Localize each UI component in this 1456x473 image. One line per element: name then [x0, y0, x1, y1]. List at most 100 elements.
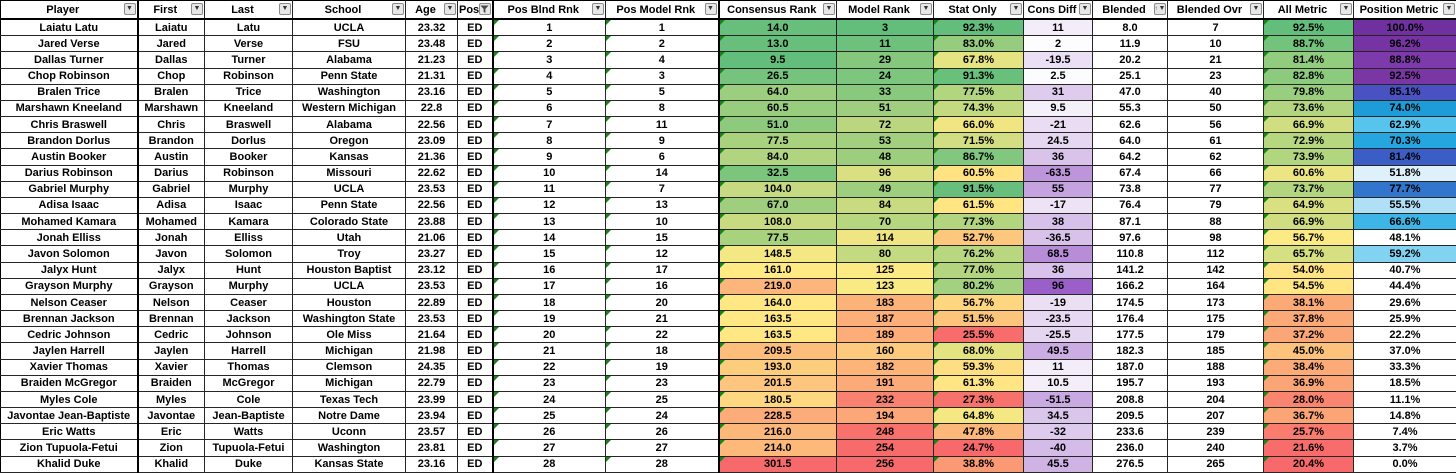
- filter-dropdown-icon[interactable]: ▼: [592, 3, 604, 15]
- cell-pos_model_rnk[interactable]: 8: [605, 99, 719, 118]
- cell-player[interactable]: Cedric Johnson: [0, 326, 138, 344]
- cell-all_metric[interactable]: 81.4%: [1263, 51, 1354, 69]
- cell-school[interactable]: UCLA: [292, 18, 406, 37]
- cell-consensus_rank[interactable]: 163.5: [717, 310, 837, 328]
- cell-position_metric[interactable]: 70.3%: [1353, 132, 1456, 150]
- cell-pos_blnd_rnk[interactable]: 1: [491, 18, 606, 37]
- cell-position_metric[interactable]: 11.1%: [1353, 390, 1456, 409]
- cell-position_metric[interactable]: 22.2%: [1353, 326, 1456, 344]
- cell-cons_diff[interactable]: 9.5: [1023, 99, 1093, 118]
- cell-age[interactable]: 22.89: [405, 293, 458, 312]
- cell-blended[interactable]: 236.0: [1092, 439, 1168, 457]
- filter-dropdown-icon[interactable]: ▼: [1079, 3, 1091, 15]
- cell-pos_blnd_rnk[interactable]: 3: [491, 51, 606, 69]
- cell-school[interactable]: Washington: [292, 83, 406, 101]
- cell-player[interactable]: Javontae Jean-Baptiste: [0, 407, 138, 425]
- cell-pos[interactable]: ED: [457, 99, 493, 118]
- cell-all_metric[interactable]: 20.4%: [1263, 455, 1354, 473]
- cell-position_metric[interactable]: 33.3%: [1353, 358, 1456, 376]
- cell-stat_only[interactable]: 64.8%: [933, 407, 1024, 425]
- cell-pos_blnd_rnk[interactable]: 5: [491, 83, 606, 101]
- cell-pos_blnd_rnk[interactable]: 11: [491, 180, 606, 198]
- cell-pos[interactable]: ED: [457, 213, 493, 231]
- cell-blended[interactable]: 11.9: [1092, 35, 1168, 53]
- cell-consensus_rank[interactable]: 209.5: [717, 342, 837, 360]
- cell-pos_model_rnk[interactable]: 27: [605, 439, 719, 457]
- cell-first[interactable]: Grayson: [136, 277, 205, 295]
- cell-blended_ovr[interactable]: 207: [1167, 407, 1264, 425]
- cell-last[interactable]: Kamara: [204, 213, 293, 231]
- cell-age[interactable]: 21.23: [405, 51, 458, 69]
- cell-consensus_rank[interactable]: 301.5: [717, 455, 837, 473]
- cell-pos[interactable]: ED: [457, 439, 493, 457]
- cell-school[interactable]: Colorado State: [292, 213, 406, 231]
- cell-blended[interactable]: 55.3: [1092, 99, 1168, 118]
- cell-stat_only[interactable]: 71.5%: [933, 132, 1024, 150]
- cell-pos_blnd_rnk[interactable]: 19: [491, 310, 606, 328]
- cell-pos_blnd_rnk[interactable]: 15: [491, 245, 606, 263]
- cell-pos[interactable]: ED: [457, 342, 493, 360]
- cell-consensus_rank[interactable]: 161.0: [717, 261, 837, 279]
- cell-blended_ovr[interactable]: 88: [1167, 213, 1264, 231]
- cell-model_rank[interactable]: 160: [836, 342, 934, 360]
- cell-blended_ovr[interactable]: 193: [1167, 374, 1264, 392]
- cell-model_rank[interactable]: 80: [836, 245, 934, 263]
- cell-first[interactable]: Darius: [136, 164, 205, 182]
- cell-pos[interactable]: ED: [457, 245, 493, 263]
- cell-pos[interactable]: ED: [457, 310, 493, 328]
- cell-model_rank[interactable]: 3: [836, 18, 934, 37]
- cell-age[interactable]: 21.36: [405, 148, 458, 166]
- cell-model_rank[interactable]: 232: [836, 390, 934, 409]
- cell-age[interactable]: 23.16: [405, 455, 458, 473]
- cell-school[interactable]: Kansas: [292, 148, 406, 166]
- cell-player[interactable]: Brandon Dorlus: [0, 132, 138, 150]
- cell-model_rank[interactable]: 183: [836, 293, 934, 312]
- cell-model_rank[interactable]: 182: [836, 358, 934, 376]
- cell-age[interactable]: 21.06: [405, 229, 458, 247]
- cell-stat_only[interactable]: 56.7%: [933, 293, 1024, 312]
- cell-last[interactable]: Robinson: [204, 164, 293, 182]
- cell-model_rank[interactable]: 254: [836, 439, 934, 457]
- cell-first[interactable]: Khalid: [136, 455, 205, 473]
- cell-position_metric[interactable]: 62.9%: [1353, 116, 1456, 134]
- cell-position_metric[interactable]: 44.4%: [1353, 277, 1456, 295]
- cell-blended_ovr[interactable]: 185: [1167, 342, 1264, 360]
- sort-ascending-filter-icon[interactable]: ↑ ▼: [1154, 3, 1166, 15]
- cell-blended[interactable]: 233.6: [1092, 423, 1168, 441]
- cell-pos_model_rnk[interactable]: 7: [605, 180, 719, 198]
- cell-last[interactable]: Harrell: [204, 342, 293, 360]
- cell-stat_only[interactable]: 66.0%: [933, 116, 1024, 134]
- cell-pos[interactable]: ED: [457, 116, 493, 134]
- cell-player[interactable]: Gabriel Murphy: [0, 180, 138, 198]
- filter-dropdown-icon[interactable]: ▼: [392, 3, 404, 15]
- cell-cons_diff[interactable]: 2: [1023, 35, 1093, 53]
- cell-first[interactable]: Marshawn: [136, 99, 205, 118]
- cell-player[interactable]: Adisa Isaac: [0, 196, 138, 215]
- cell-blended[interactable]: 62.6: [1092, 116, 1168, 134]
- cell-cons_diff[interactable]: -19: [1023, 293, 1093, 312]
- cell-blended_ovr[interactable]: 239: [1167, 423, 1264, 441]
- cell-position_metric[interactable]: 92.5%: [1353, 67, 1456, 85]
- cell-last[interactable]: Robinson: [204, 67, 293, 85]
- cell-pos_blnd_rnk[interactable]: 25: [491, 407, 606, 425]
- cell-blended[interactable]: 8.0: [1092, 18, 1168, 37]
- cell-pos[interactable]: ED: [457, 407, 493, 425]
- cell-cons_diff[interactable]: -23.5: [1023, 310, 1093, 328]
- cell-first[interactable]: Jonah: [136, 229, 205, 247]
- cell-player[interactable]: Xavier Thomas: [0, 358, 138, 376]
- filter-dropdown-icon[interactable]: ▼: [1340, 3, 1352, 15]
- cell-model_rank[interactable]: 248: [836, 423, 934, 441]
- cell-blended[interactable]: 110.8: [1092, 245, 1168, 263]
- cell-all_metric[interactable]: 36.9%: [1263, 374, 1354, 392]
- cell-consensus_rank[interactable]: 216.0: [717, 423, 837, 441]
- cell-last[interactable]: Murphy: [204, 277, 293, 295]
- cell-first[interactable]: Brennan: [136, 310, 205, 328]
- cell-pos[interactable]: ED: [457, 180, 493, 198]
- cell-model_rank[interactable]: 29: [836, 51, 934, 69]
- cell-pos_model_rnk[interactable]: 18: [605, 342, 719, 360]
- cell-cons_diff[interactable]: 96: [1023, 277, 1093, 295]
- cell-pos_blnd_rnk[interactable]: 8: [491, 132, 606, 150]
- cell-pos_blnd_rnk[interactable]: 26: [491, 423, 606, 441]
- cell-last[interactable]: Tupuola-Fetui: [204, 439, 293, 457]
- cell-pos_model_rnk[interactable]: 25: [605, 390, 719, 409]
